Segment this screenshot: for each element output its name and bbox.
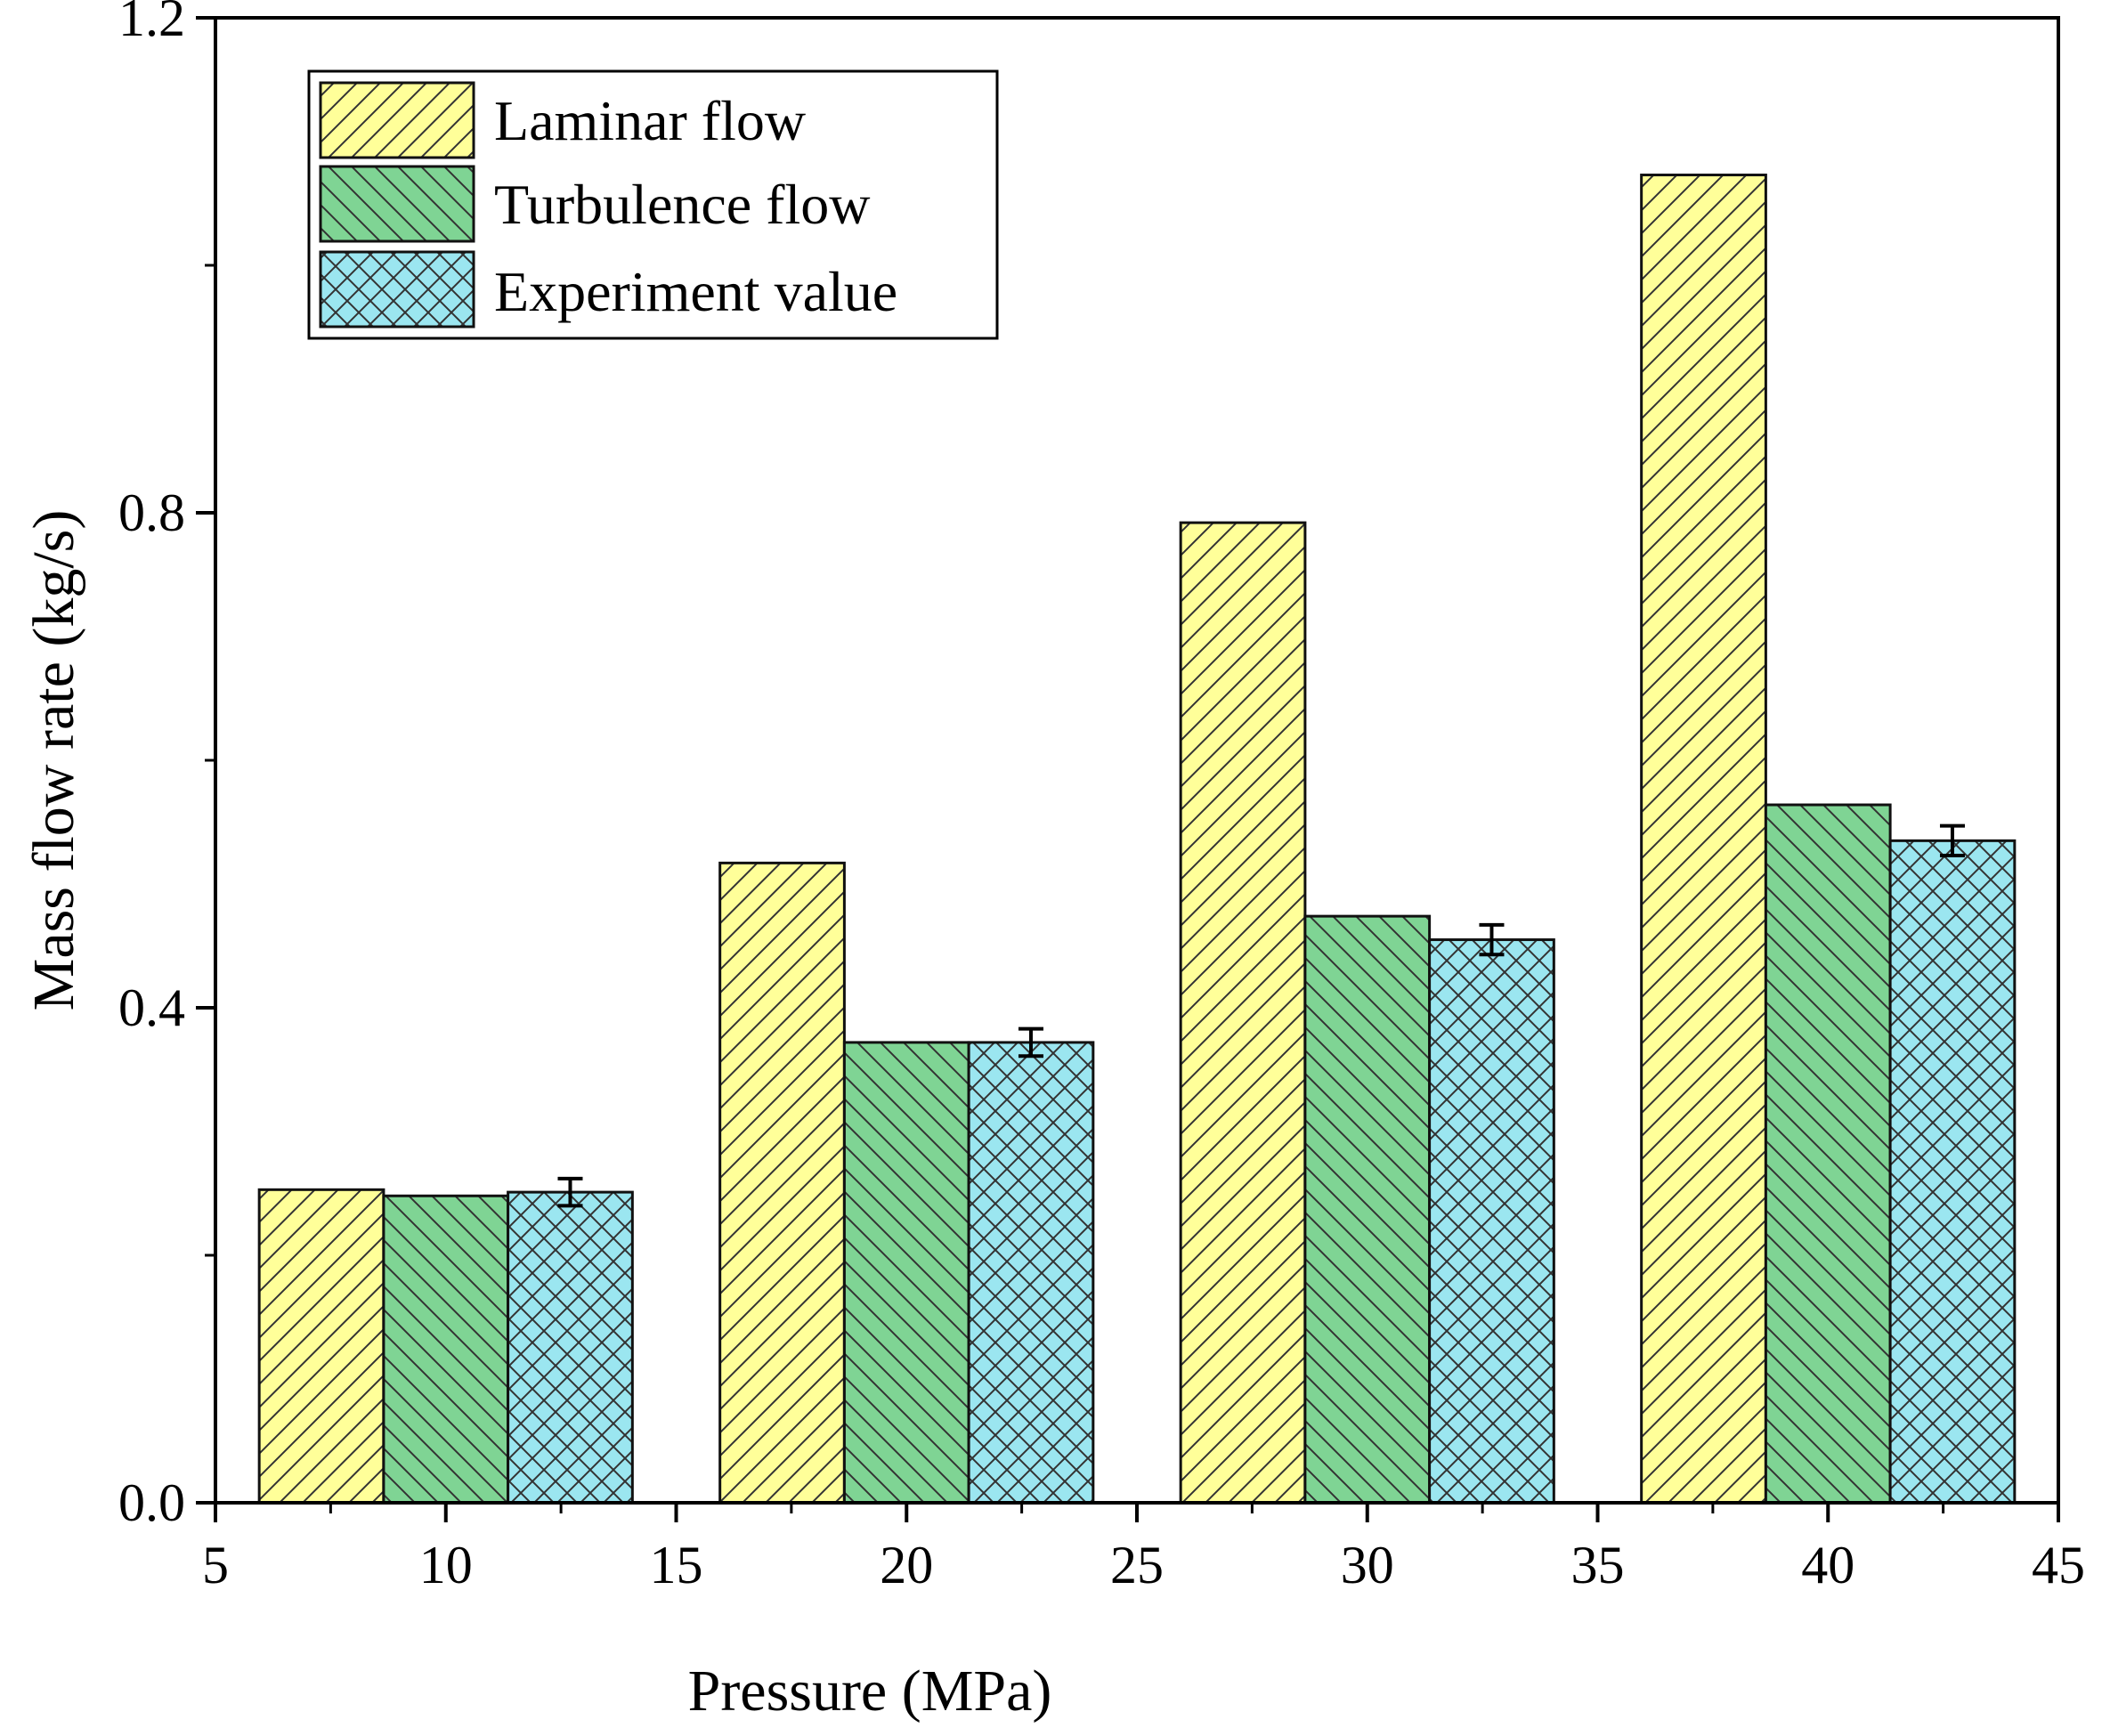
- legend-label-turbulence: Turbulence flow: [494, 173, 870, 236]
- x-tick-label: 20: [880, 1536, 933, 1594]
- bar-turbulence-flow-10: [382, 1194, 510, 1505]
- error-bar: [1018, 1026, 1043, 1059]
- y-tick-label: 0.0: [118, 1473, 185, 1532]
- bar-experiment-value-10: [507, 1190, 634, 1505]
- x-axis-title: Pressure (MPa): [688, 1659, 1052, 1724]
- x-tick-label: 30: [1341, 1536, 1394, 1594]
- legend-label-laminar: Laminar flow: [494, 89, 806, 152]
- bar-laminar-flow-40: [1640, 174, 1767, 1505]
- bar-laminar-flow-20: [718, 861, 846, 1505]
- legend-swatch-experiment: [319, 250, 475, 329]
- axis-ticks: [196, 16, 2060, 1522]
- bar-laminar-flow-10: [257, 1188, 386, 1505]
- bar-turbulence-flow-30: [1303, 914, 1432, 1505]
- error-bar: [1939, 823, 1965, 858]
- y-tick-label: 0.4: [118, 978, 185, 1037]
- legend-swatch-laminar: [319, 81, 475, 159]
- x-tick-label: 15: [650, 1536, 703, 1594]
- bar-laminar-flow-30: [1179, 521, 1307, 1505]
- bar-turbulence-flow-20: [842, 1041, 970, 1505]
- y-axis-title: Mass flow rate (kg/s): [21, 510, 86, 1011]
- x-tick-label: 40: [1801, 1536, 1854, 1594]
- bar-experiment-value-20: [967, 1041, 1095, 1505]
- y-tick-labels: 0.0 0.4 0.8 1.2: [118, 0, 185, 1532]
- y-tick-label: 0.8: [118, 483, 185, 542]
- x-tick-label: 10: [419, 1536, 473, 1594]
- x-tick-label: 35: [1571, 1536, 1625, 1594]
- x-tick-label: 45: [2032, 1536, 2085, 1594]
- x-tick-label: 5: [202, 1536, 229, 1594]
- legend-swatch-turbulence: [319, 165, 475, 243]
- error-bar: [1479, 922, 1505, 957]
- bar-experiment-value-40: [1888, 839, 2017, 1505]
- bar-experiment-value-30: [1428, 938, 1555, 1505]
- error-bar: [557, 1176, 583, 1208]
- legend: Laminar flow Turbulence flow Experiment …: [307, 69, 999, 340]
- bars-layer: [257, 174, 2017, 1505]
- x-tick-label: 25: [1110, 1536, 1164, 1594]
- error-bars-layer: [557, 823, 1965, 1208]
- bar-turbulence-flow-40: [1764, 803, 1892, 1505]
- y-tick-label: 1.2: [118, 0, 185, 47]
- x-tick-labels: 5 10 15 20 25 30 35 40 45: [202, 1536, 2085, 1594]
- legend-label-experiment: Experiment value: [494, 260, 897, 323]
